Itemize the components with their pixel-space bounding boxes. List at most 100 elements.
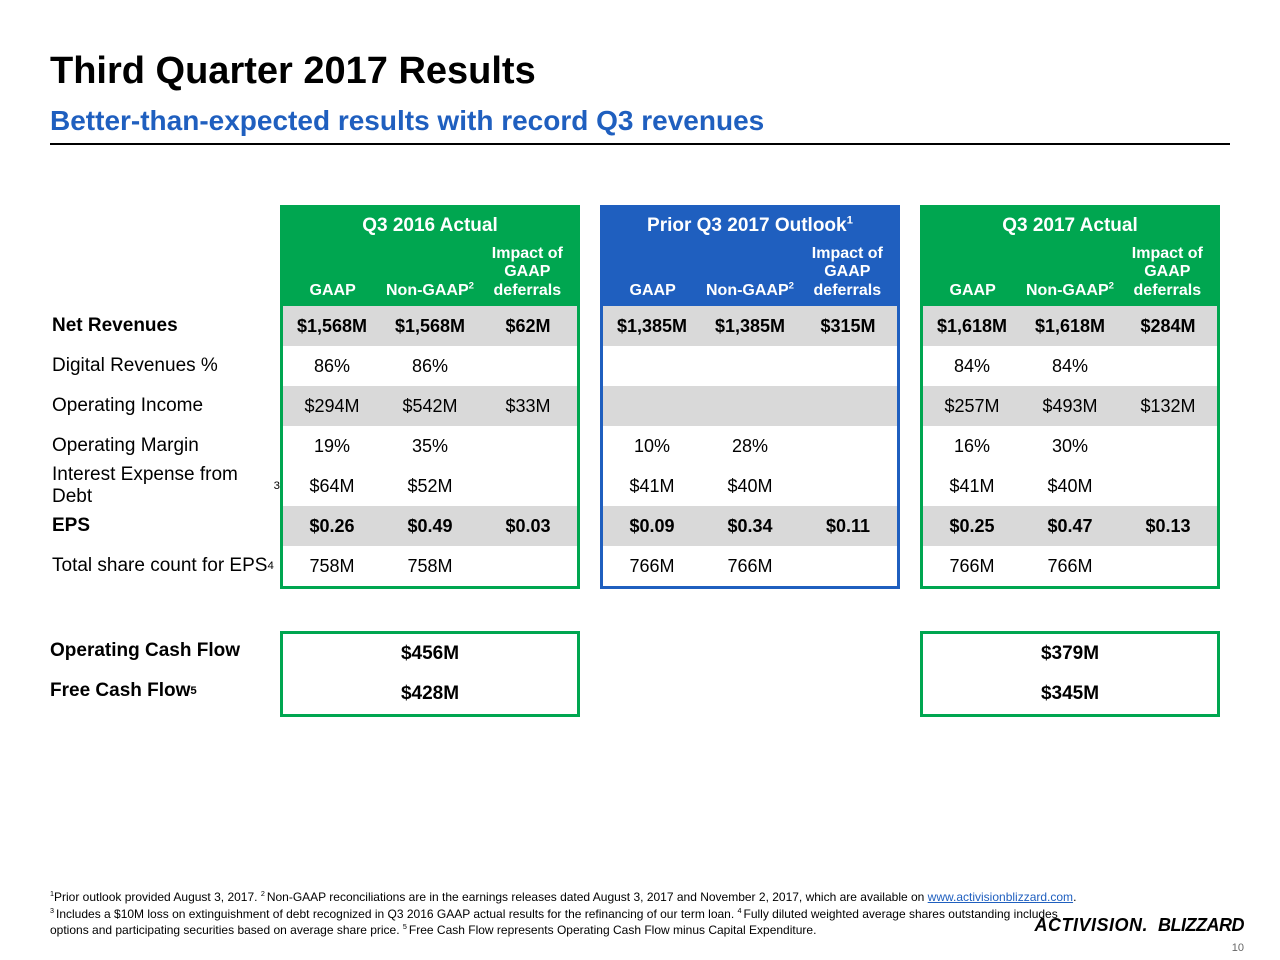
table-cell: $52M [381, 466, 479, 506]
row-label: Operating Margin [50, 426, 280, 466]
cash-label-fcf: Free Cash Flow5 [50, 671, 280, 711]
table-cell: $257M [923, 386, 1021, 426]
table-cell: $0.11 [799, 506, 897, 546]
cell-group: 19%35% [280, 426, 580, 466]
table-cell: $132M [1119, 386, 1217, 426]
table-cell: $41M [603, 466, 701, 506]
cell-group: $0.09$0.34$0.11 [600, 506, 900, 546]
table-cell [479, 346, 577, 386]
cell-group: $64M$52M [280, 466, 580, 506]
table-cell: $1,385M [701, 306, 799, 346]
subheader-q3-2017: GAAP Non-GAAP2 Impact ofGAAPdeferrals [920, 245, 1220, 306]
table-cell: $1,618M [923, 306, 1021, 346]
table-cell: 758M [283, 546, 381, 586]
table-cell: 86% [381, 346, 479, 386]
table-cell: $294M [283, 386, 381, 426]
cell-group: 758M758M [280, 546, 580, 589]
cell-group: 10%28% [600, 426, 900, 466]
footnote-link[interactable]: www.activisionblizzard.com [928, 890, 1073, 904]
table-cell [603, 346, 701, 386]
table-cell: 35% [381, 426, 479, 466]
table-cell: 86% [283, 346, 381, 386]
table-cell: $0.26 [283, 506, 381, 546]
block-header-prior-outlook: Prior Q3 2017 Outlook1 [600, 205, 900, 245]
table-cell [701, 346, 799, 386]
col-impact: Impact ofGAAPdeferrals [479, 245, 576, 300]
table-cell [479, 546, 577, 586]
row-label: Total share count for EPS4 [50, 546, 280, 586]
cell-group: $0.25$0.47$0.13 [920, 506, 1220, 546]
table-cell: $33M [479, 386, 577, 426]
row-label: EPS [50, 506, 280, 546]
table-cell: $0.25 [923, 506, 1021, 546]
cell-group: 84%84% [920, 346, 1220, 386]
cash-cell: $345M [1021, 674, 1119, 714]
cell-group: $294M$542M$33M [280, 386, 580, 426]
table-cell: 766M [603, 546, 701, 586]
cell-group: 86%86% [280, 346, 580, 386]
table-cell: $0.09 [603, 506, 701, 546]
activision-logo: ACTIVISION. [1035, 915, 1149, 936]
cell-group [600, 386, 900, 426]
cell-group: 16%30% [920, 426, 1220, 466]
col-nongaap: Non-GAAP2 [381, 282, 478, 300]
table-cell: $40M [701, 466, 799, 506]
row-label: Digital Revenues % [50, 346, 280, 386]
table-cell [479, 466, 577, 506]
cell-group: $1,618M$1,618M$284M [920, 306, 1220, 346]
cell-group: 766M766M [600, 546, 900, 589]
company-logo: ACTIVISION. BLIZZARD [1035, 915, 1245, 936]
table-cell: 758M [381, 546, 479, 586]
table-cell [799, 386, 897, 426]
table-cell: $542M [381, 386, 479, 426]
cell-group: $1,568M$1,568M$62M [280, 306, 580, 346]
cell-group: $257M$493M$132M [920, 386, 1220, 426]
cash-cell: $456M [381, 634, 479, 674]
table-cell: 766M [923, 546, 1021, 586]
table-cell: $0.03 [479, 506, 577, 546]
results-table: Q3 2016 Actual Prior Q3 2017 Outlook1 Q3… [50, 205, 1230, 589]
table-cell: $1,568M [283, 306, 381, 346]
cash-box-q3-2016: $456M $428M [280, 631, 580, 717]
page-title: Third Quarter 2017 Results [50, 50, 1230, 93]
table-cell [799, 466, 897, 506]
cash-label-ocf: Operating Cash Flow [50, 631, 280, 671]
table-cell: 19% [283, 426, 381, 466]
table-cell: 766M [1021, 546, 1119, 586]
table-cell [1119, 346, 1217, 386]
cell-group: $41M$40M [600, 466, 900, 506]
table-cell: 30% [1021, 426, 1119, 466]
subheader-q3-2016: GAAP Non-GAAP2 Impact ofGAAPdeferrals [280, 245, 580, 306]
cell-group: $41M$40M [920, 466, 1220, 506]
table-cell: $62M [479, 306, 577, 346]
table-cell: $0.34 [701, 506, 799, 546]
table-cell: $0.47 [1021, 506, 1119, 546]
cash-box-q3-2017: $379M $345M [920, 631, 1220, 717]
table-cell [799, 346, 897, 386]
block-header-q3-2017: Q3 2017 Actual [920, 205, 1220, 245]
table-cell: 10% [603, 426, 701, 466]
table-cell: 28% [701, 426, 799, 466]
table-cell: $1,385M [603, 306, 701, 346]
table-cell: $315M [799, 306, 897, 346]
subheader-prior-outlook: GAAP Non-GAAP2 Impact ofGAAPdeferrals [600, 245, 900, 306]
table-cell: $41M [923, 466, 1021, 506]
title-rule [50, 143, 1230, 145]
cash-flow-section: Operating Cash Flow Free Cash Flow5 $456… [50, 631, 1230, 717]
row-label: Operating Income [50, 386, 280, 426]
cash-cell: $428M [381, 674, 479, 714]
table-cell [603, 386, 701, 426]
table-cell: $493M [1021, 386, 1119, 426]
table-cell: $0.13 [1119, 506, 1217, 546]
block-header-q3-2016: Q3 2016 Actual [280, 205, 580, 245]
cell-group [600, 346, 900, 386]
table-cell [479, 426, 577, 466]
table-cell: 766M [701, 546, 799, 586]
footnotes: 1Prior outlook provided August 3, 2017. … [50, 889, 1080, 938]
table-cell: 84% [1021, 346, 1119, 386]
blizzard-logo: BLIZZARD [1158, 915, 1244, 936]
row-label: Net Revenues [50, 306, 280, 346]
page-subtitle: Better-than-expected results with record… [50, 105, 1230, 143]
row-label: Interest Expense from Debt3 [50, 466, 280, 506]
table-cell: 16% [923, 426, 1021, 466]
